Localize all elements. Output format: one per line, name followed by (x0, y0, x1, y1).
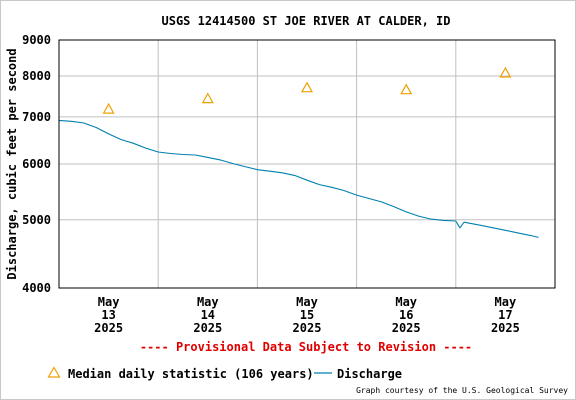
x-tick-day: 14 (201, 308, 215, 322)
x-tick-day: 15 (300, 308, 314, 322)
y-tick-label: 8000 (22, 69, 51, 83)
y-tick-label: 7000 (22, 110, 51, 124)
x-tick-year: 2025 (293, 321, 322, 335)
y-tick-label: 6000 (22, 157, 51, 171)
plot-series (58, 66, 539, 238)
x-tick-month: May (197, 295, 219, 309)
discharge-line (58, 119, 539, 238)
legend-median-label: Median daily statistic (106 years) (68, 367, 314, 381)
y-tick-label: 4000 (22, 281, 51, 295)
median-triangle-marker (300, 81, 314, 93)
x-tick-month: May (98, 295, 120, 309)
x-tick-year: 2025 (491, 321, 520, 335)
x-tick-year: 2025 (193, 321, 222, 335)
median-triangle-marker (499, 66, 512, 78)
x-tick-day: 13 (101, 308, 115, 322)
median-triangle-marker (201, 92, 214, 104)
x-tick-month: May (395, 295, 417, 309)
x-tick-year: 2025 (94, 321, 123, 335)
legend: Median daily statistic (106 years) Disch… (47, 366, 402, 381)
credit-line: Graph courtesy of the U.S. Geological Su… (356, 386, 568, 395)
median-triangle-marker (102, 102, 115, 114)
x-tick-year: 2025 (392, 321, 421, 335)
legend-median-triangle-icon (47, 366, 61, 378)
provisional-data-notice: ---- Provisional Data Subject to Revisio… (140, 340, 472, 354)
x-axis-ticks: May132025May142025May152025May162025May1… (94, 295, 520, 335)
x-tick-day: 16 (399, 308, 413, 322)
median-triangle-marker (400, 83, 413, 95)
plot-area-border (58, 39, 556, 289)
x-tick-month: May (296, 295, 318, 309)
chart-title: USGS 12414500 ST JOE RIVER AT CALDER, ID (162, 14, 451, 28)
y-tick-label: 9000 (22, 33, 51, 47)
x-tick-month: May (495, 295, 517, 309)
y-tick-label: 5000 (22, 213, 51, 227)
y-axis-label: Discharge, cubic feet per second (5, 48, 19, 279)
x-tick-day: 17 (498, 308, 512, 322)
y-axis-ticks: 4000 5000 6000 7000 8000 9000 (22, 33, 51, 295)
grid-lines (59, 40, 555, 288)
legend-discharge-label: Discharge (337, 367, 402, 381)
